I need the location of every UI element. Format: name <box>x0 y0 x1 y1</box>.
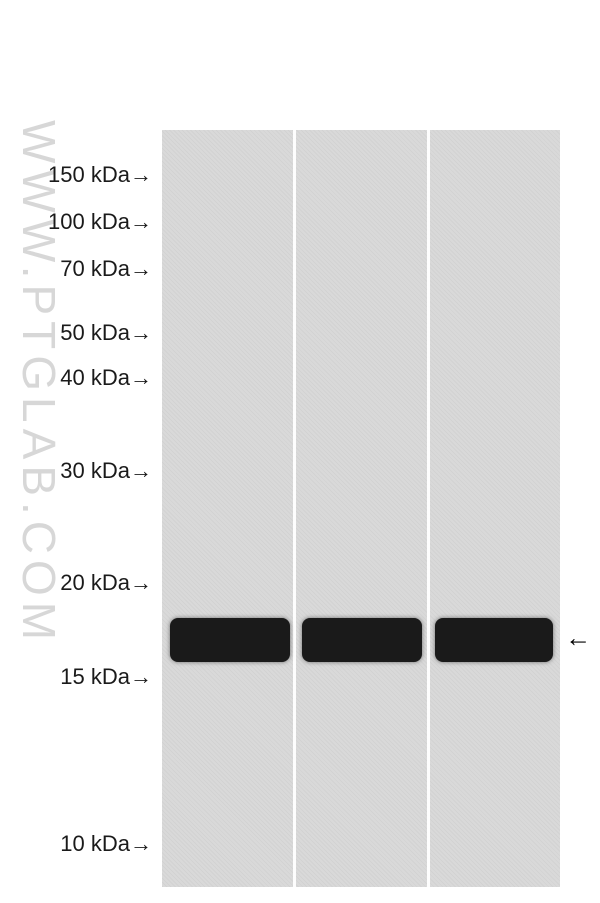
mw-marker-2: 100 kDa→ <box>48 209 152 235</box>
mw-marker-1: 150 kDa→ <box>48 162 152 188</box>
watermark-text: WWW.PTGLAB.COM <box>12 120 66 646</box>
protein-band-lane-2 <box>302 618 422 662</box>
lane-labels-region: SMMC-7721 HepG2 COLO 320 <box>0 0 600 130</box>
mw-marker-7: 20 kDa→ <box>60 570 152 596</box>
mw-marker-3: 70 kDa→ <box>60 256 152 282</box>
band-indicator-arrow: ← <box>565 623 591 654</box>
mw-marker-6: 30 kDa→ <box>60 458 152 484</box>
lane-separator-1 <box>293 130 296 887</box>
blot-membrane <box>162 130 560 887</box>
mw-marker-5: 40 kDa→ <box>60 365 152 391</box>
blot-container: WWW.PTGLAB.COM SMMC-7721 HepG2 COLO 320 … <box>0 0 600 903</box>
protein-band-lane-1 <box>170 618 290 662</box>
blot-noise-overlay <box>162 130 560 887</box>
mw-marker-8: 15 kDa→ <box>60 664 152 690</box>
lane-separator-2 <box>427 130 430 887</box>
mw-marker-9: 10 kDa→ <box>60 831 152 857</box>
protein-band-lane-3 <box>435 618 553 662</box>
mw-marker-4: 50 kDa→ <box>60 320 152 346</box>
